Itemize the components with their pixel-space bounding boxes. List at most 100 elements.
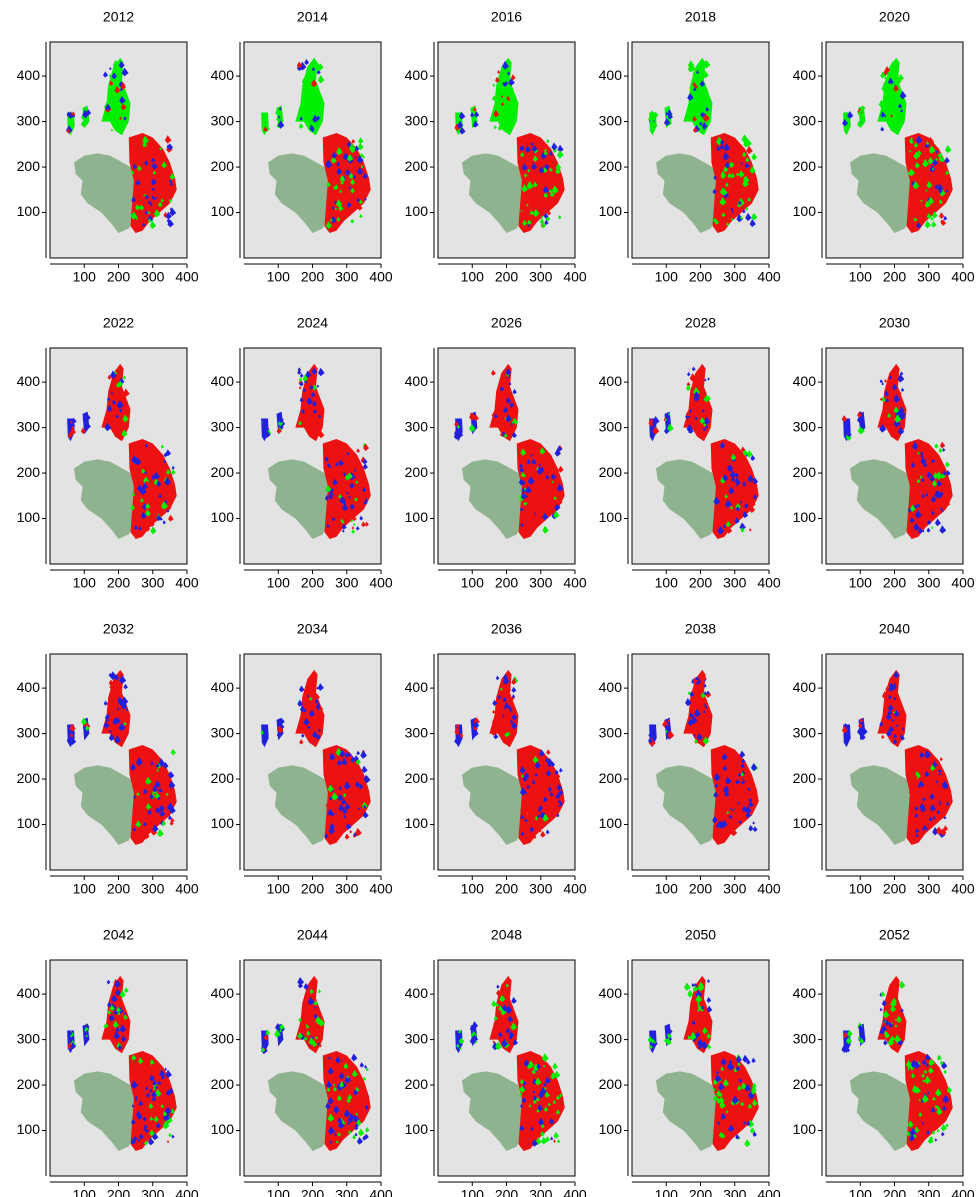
land-patch: [169, 182, 173, 187]
land-patch: [145, 1086, 149, 1091]
land-patch: [107, 414, 113, 422]
land-region: [683, 975, 713, 1054]
land-patch: [318, 96, 324, 103]
land-patch: [72, 731, 76, 735]
land-patch: [735, 1065, 741, 1072]
land-patch: [738, 820, 742, 824]
y-tick-label: 200: [17, 770, 41, 786]
land-patch: [171, 465, 175, 470]
land-patch: [511, 422, 517, 430]
land-inactive: [655, 765, 720, 845]
land-patch: [886, 729, 892, 737]
land-patch: [299, 705, 306, 713]
land-patch: [527, 810, 532, 816]
land-patch: [922, 824, 928, 832]
land-patch: [938, 768, 942, 773]
land-patch: [533, 753, 536, 757]
land-patch: [936, 1054, 942, 1061]
land-patch: [894, 729, 900, 736]
panel-title: 2030: [879, 315, 910, 331]
land-patch: [700, 1005, 705, 1010]
land-patch: [297, 367, 302, 372]
land-patch: [112, 67, 118, 74]
land-patch: [138, 757, 142, 763]
land-patch: [137, 165, 142, 172]
land-patch: [327, 808, 334, 816]
y-tick-label: 200: [405, 464, 429, 480]
land-patch: [918, 1098, 922, 1102]
land-patch: [857, 1036, 861, 1040]
x-tick-label: 300: [723, 269, 747, 285]
land-patch: [899, 90, 907, 100]
land-patch: [354, 145, 360, 152]
land-patch: [747, 474, 754, 483]
land-patch: [120, 103, 127, 111]
land-patch: [932, 827, 939, 836]
land-patch: [940, 828, 947, 836]
land-patch: [747, 787, 751, 792]
land-patch: [706, 690, 710, 695]
y-tick-label: 200: [599, 464, 623, 480]
land-patch: [158, 201, 163, 208]
land-patch: [920, 456, 927, 465]
land-patch: [547, 1102, 551, 1107]
land-patch: [327, 1067, 334, 1075]
land-patch: [71, 111, 76, 116]
land-patch: [310, 710, 315, 715]
land-patch: [352, 1114, 360, 1123]
land-inactive: [267, 765, 332, 845]
land-patch: [359, 1062, 365, 1068]
land-patch: [737, 1085, 742, 1091]
land-patch: [327, 784, 334, 793]
land-patch: [338, 1072, 345, 1080]
land-patch: [923, 462, 928, 468]
land-patch: [509, 719, 514, 724]
land-patch: [924, 1122, 928, 1126]
land-patch: [148, 1088, 153, 1093]
land-patch: [726, 464, 734, 472]
land-patch: [907, 1120, 914, 1128]
land-patch: [542, 525, 549, 534]
land-patch: [85, 1034, 89, 1038]
land-patch: [913, 761, 917, 766]
land-patch: [942, 447, 946, 452]
land-patch: [351, 526, 355, 530]
land-patch: [168, 179, 173, 184]
land-patch: [364, 1133, 369, 1140]
land-patch: [548, 189, 553, 193]
land-patch: [942, 1094, 950, 1104]
y-tick-label: 300: [17, 418, 41, 434]
land-patch: [165, 468, 171, 475]
land-patch: [922, 188, 928, 197]
land-patch: [943, 825, 949, 832]
land-patch: [469, 423, 476, 432]
land-patch: [935, 1088, 942, 1097]
y-tick-label: 400: [793, 985, 817, 1001]
land-patch: [687, 64, 694, 73]
land-patch: [145, 509, 151, 517]
land-patch: [302, 388, 307, 393]
land-patch: [355, 480, 359, 484]
land-patch: [744, 1083, 752, 1092]
land-patch: [496, 984, 500, 989]
land-patch: [119, 116, 123, 121]
land-patch: [667, 109, 672, 114]
land-patch: [306, 1030, 311, 1036]
land-patch: [890, 114, 894, 118]
land-patch: [531, 447, 536, 452]
land-patch: [354, 1122, 359, 1128]
land-patch: [498, 1031, 503, 1038]
land-patch: [649, 118, 656, 127]
land-patch: [909, 137, 915, 145]
land-patch: [119, 990, 126, 998]
land-patch: [522, 498, 527, 503]
x-tick-label: 200: [301, 881, 325, 897]
land-patch: [743, 139, 750, 148]
land-patch: [337, 759, 343, 766]
panel-title: 2036: [491, 621, 522, 637]
land-patch: [703, 86, 709, 93]
land-patch: [453, 432, 460, 440]
land-patch: [724, 494, 729, 499]
land-patch: [358, 813, 363, 818]
land-patch: [318, 1018, 325, 1027]
